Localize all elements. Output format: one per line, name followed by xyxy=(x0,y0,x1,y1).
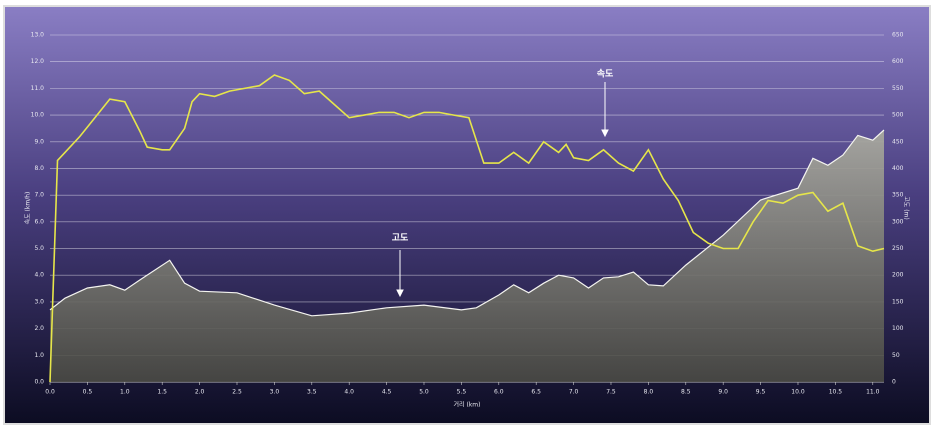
y-tick-label: 4.0 xyxy=(34,272,44,279)
annotation-arrows xyxy=(396,82,609,298)
y2-tick-label: 0 xyxy=(892,379,896,386)
y2-tick-label: 400 xyxy=(892,165,904,172)
x-tick-label: 0.5 xyxy=(83,389,93,396)
x-tick-label: 8.5 xyxy=(681,389,691,396)
y-tick-label: 12.0 xyxy=(31,58,45,65)
x-axis-label: 거리 (km) xyxy=(454,401,481,409)
y2-tick-label: 150 xyxy=(892,298,904,305)
y-tick-label: 10.0 xyxy=(31,112,45,119)
x-tick-label: 3.5 xyxy=(307,389,317,396)
x-tick-label: 9.0 xyxy=(718,389,728,396)
speed-line xyxy=(49,74,885,383)
x-tick-label: 8.0 xyxy=(644,389,654,396)
x-tick-label: 11.0 xyxy=(866,389,880,396)
elevation-line xyxy=(49,129,885,317)
y2-tick-label: 200 xyxy=(892,272,904,279)
x-tick-label: 10.5 xyxy=(829,389,843,396)
y-tick-label: 11.0 xyxy=(31,85,45,92)
x-tick-label: 7.0 xyxy=(569,389,579,396)
y2-tick-label: 100 xyxy=(892,325,904,332)
x-tick-label: 6.0 xyxy=(494,389,504,396)
annotation: 속도 xyxy=(597,68,614,80)
x-tick-label: 1.0 xyxy=(120,389,130,396)
x-tick-label: 5.0 xyxy=(419,389,429,396)
x-tick-label: 0.0 xyxy=(45,389,55,396)
x-tick-label: 10.0 xyxy=(791,389,805,396)
y2-tick-label: 350 xyxy=(892,192,904,199)
x-tick-label: 5.5 xyxy=(457,389,467,396)
x-tick-label: 7.5 xyxy=(606,389,616,396)
y-tick-label: 6.0 xyxy=(34,218,44,225)
y-tick-label: 7.0 xyxy=(34,192,44,199)
x-tick-label: 1.5 xyxy=(157,389,167,396)
y-tick-label: 13.0 xyxy=(31,32,45,39)
y2-tick-label: 550 xyxy=(892,85,904,92)
annotation: 고도 xyxy=(392,233,409,244)
x-tick-label: 9.5 xyxy=(756,389,766,396)
y2-tick-label: 50 xyxy=(892,352,900,359)
y-axis-label: 속도 (km/h) xyxy=(24,192,32,225)
y2-tick-label: 250 xyxy=(892,245,904,252)
x-tick-label: 3.0 xyxy=(270,389,280,396)
x-tick-label: 2.0 xyxy=(195,389,205,396)
y-tick-label: 5.0 xyxy=(34,245,44,252)
y-tick-label: 1.0 xyxy=(34,352,44,359)
y-tick-label: 2.0 xyxy=(34,325,44,332)
y2-tick-label: 600 xyxy=(892,58,904,65)
y2-axis-label: 고도 (m) xyxy=(903,196,910,219)
x-tick-label: 6.5 xyxy=(531,389,541,396)
y2-tick-label: 300 xyxy=(892,218,904,225)
y2-tick-label: 650 xyxy=(892,32,904,39)
y2-tick-label: 500 xyxy=(892,112,904,119)
elevation-area xyxy=(50,130,884,382)
x-tick-label: 4.5 xyxy=(382,389,392,396)
y-tick-label: 9.0 xyxy=(34,138,44,145)
y-tick-label: 0.0 xyxy=(34,379,44,386)
x-tick-label: 4.0 xyxy=(344,389,354,396)
y2-tick-label: 450 xyxy=(892,138,904,145)
x-tick-label: 2.5 xyxy=(232,389,242,396)
y-tick-label: 3.0 xyxy=(34,298,44,305)
y-tick-label: 8.0 xyxy=(34,165,44,172)
